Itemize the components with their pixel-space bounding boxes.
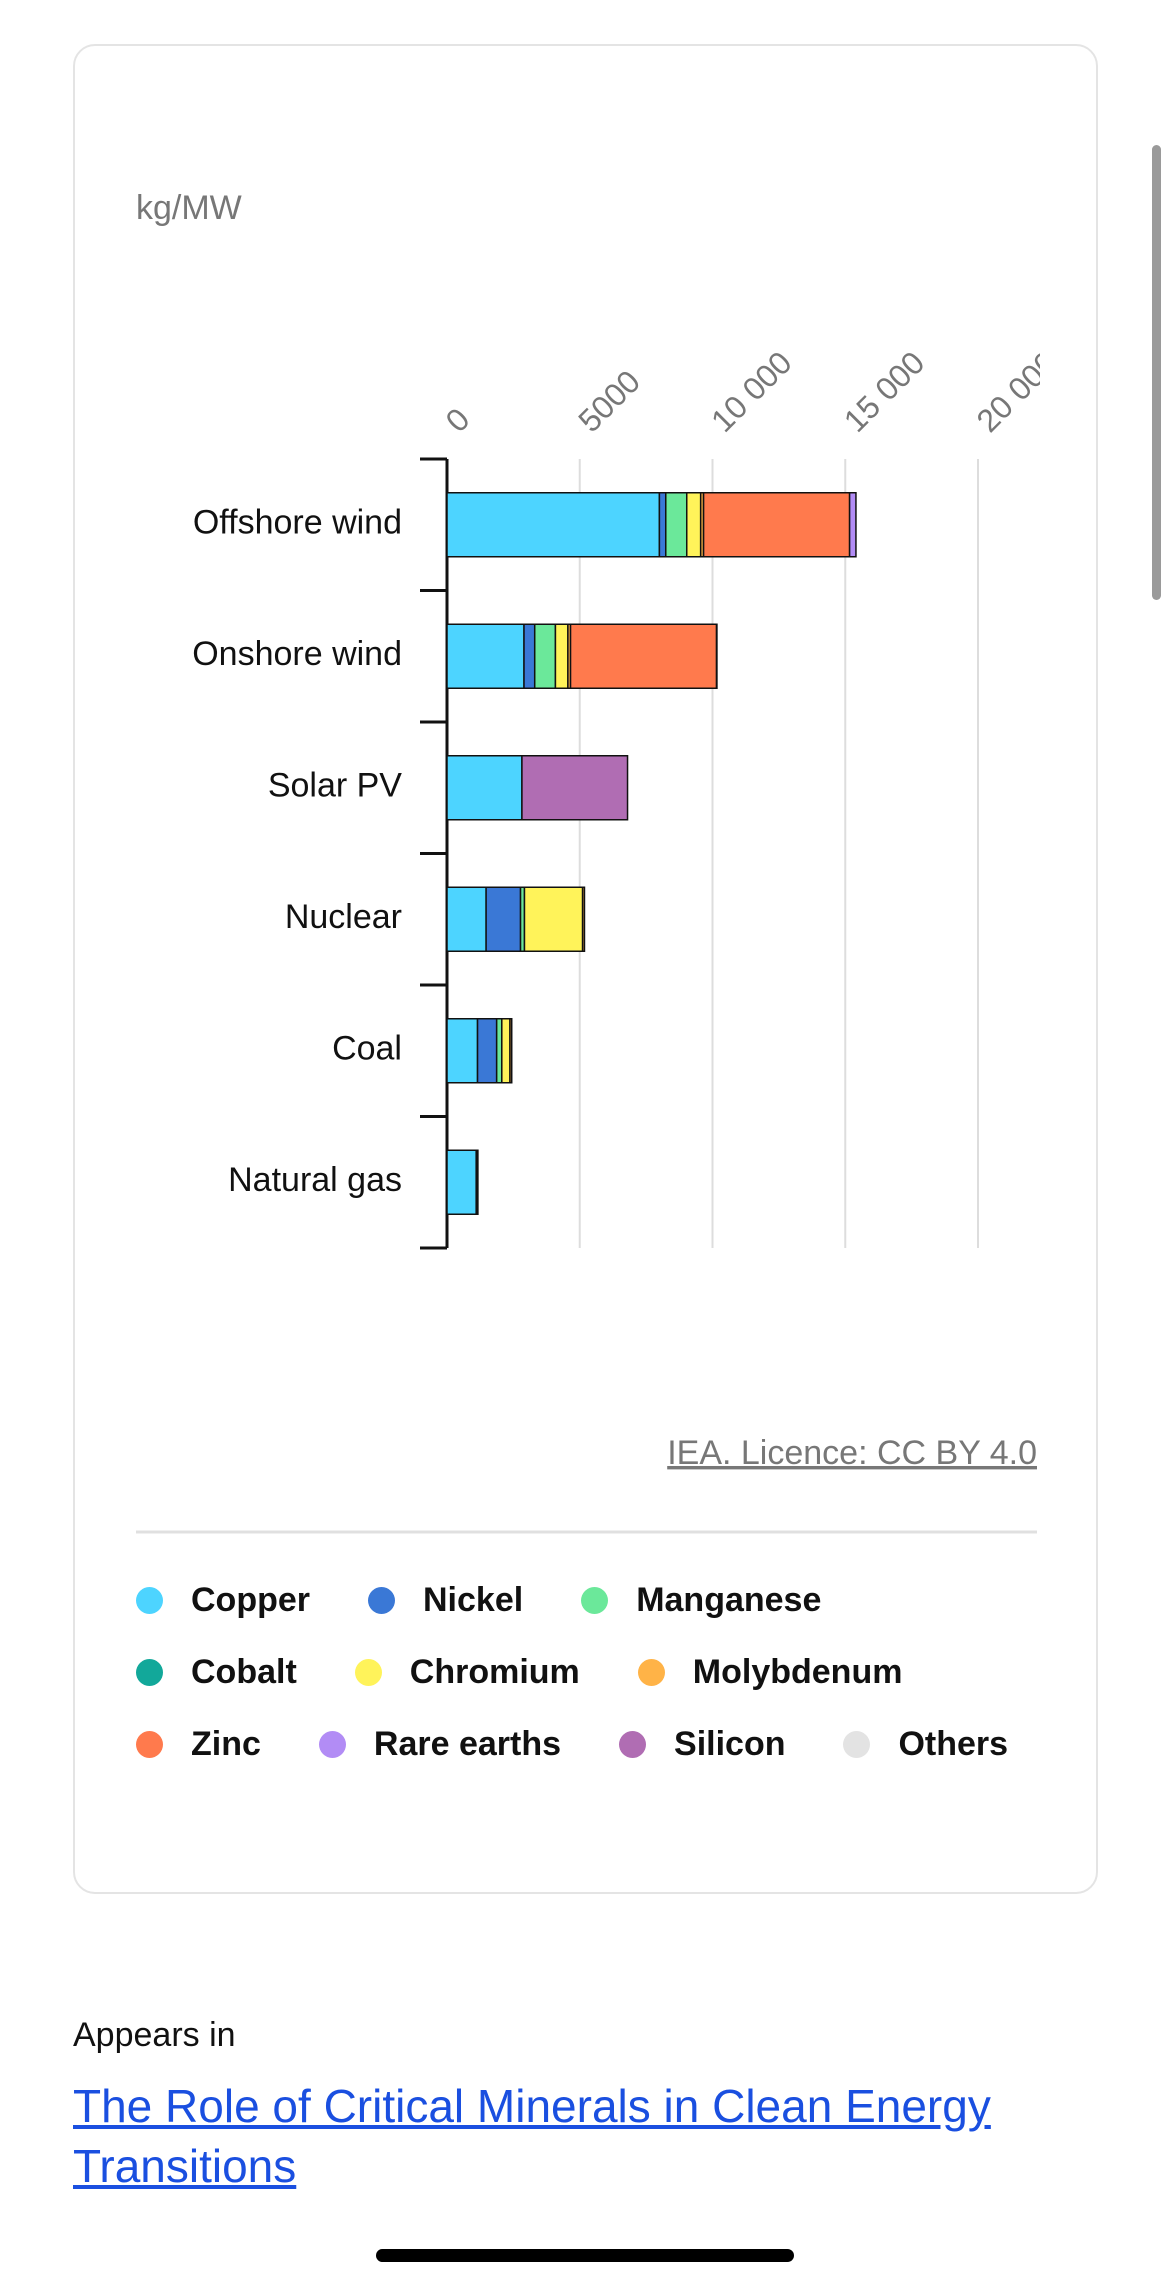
legend-item[interactable]: Cobalt [136,1647,297,1697]
x-tick-label: 10 000 [704,344,799,439]
bar-segment [581,886,586,952]
appears-in-label: Appears in [73,2016,236,2054]
bar-segment [685,492,702,558]
legend-label: Rare earths [373,1724,562,1763]
legend-item[interactable]: Copper [136,1575,310,1625]
bar-segment [501,1018,511,1084]
legend-swatch [136,1658,163,1686]
chart-card [73,44,1098,1894]
legend-label: Silicon [674,1724,786,1763]
legend-label: Others [898,1724,1009,1763]
bar-segment [446,886,487,952]
legend: Copper Nickel Manganese Cobalt Chromium Molyb… [136,1575,1036,1769]
legend-item[interactable]: Chromium [354,1647,580,1697]
legend-swatch [318,1730,346,1758]
legend-swatch [136,1586,163,1614]
legend-swatch [843,1730,871,1758]
legend-label: Copper [191,1580,310,1619]
legend-item[interactable]: Molybdenum [637,1647,903,1697]
bar-segment [446,623,525,689]
bar-segment [495,1018,503,1084]
source[interactable]: IEA. Licence: CC BY 4.0 [667,1434,1037,1472]
report-link[interactable]: The Role of Critical Minerals in Clean E… [73,2080,991,2192]
legend-item[interactable]: Zinc [136,1719,261,1769]
y-tick-label: Onshore wind [192,635,402,673]
x-tick-label: 5000 [571,363,647,439]
x-tick-label: 20 000 [969,344,1064,439]
y-tick-label: Nuclear [285,898,402,936]
bar-segment [446,492,661,558]
y-tick-label: Coal [332,1030,402,1068]
x-tick-label: 15 000 [837,344,932,439]
home-indicator [376,2249,794,2262]
bar-segment [702,492,851,558]
bar-segment [446,755,523,821]
y-tick-label: Solar PV [268,767,402,805]
bar-segment [476,1018,498,1084]
bar-segment [523,886,584,952]
bar-segment [523,623,536,689]
scrollbar [1152,145,1161,600]
legend-swatch [637,1658,665,1686]
bar-segment [533,623,557,689]
legend-item[interactable]: Others [843,1719,1008,1769]
legend-label: Nickel [423,1580,524,1619]
bar-segment [485,886,522,952]
bar-segment [848,492,857,558]
x-tick-label: 0 [438,401,476,439]
chart: kg/MW IEA. Licence: CC BY 4.0 0 5000 10 00… [136,189,1064,1534]
legend-label: Chromium [409,1652,580,1691]
unit-label: kg/MW [136,189,242,227]
legend-label: Molybdenum [692,1652,903,1691]
y-tick-label: Natural gas [228,1161,402,1199]
legend-label: Cobalt [191,1652,297,1691]
legend-item[interactable]: Rare earths [318,1719,562,1769]
legend-label: Zinc [191,1724,261,1763]
bar-segment [446,1018,479,1084]
bar-segment [446,1149,477,1215]
bar-segment [509,1018,513,1084]
bar-segment [658,492,667,558]
bar-segment [665,492,688,558]
bar-segment [521,755,629,821]
legend-swatch [136,1730,163,1758]
bar-segment [554,623,569,689]
legend-item[interactable]: Manganese [581,1575,821,1625]
legend-swatch [354,1658,382,1686]
bar-segment [569,623,718,689]
legend-swatch [368,1586,395,1614]
legend-item[interactable]: Silicon [619,1719,785,1769]
legend-swatch [581,1586,609,1614]
legend-item[interactable]: Nickel [368,1575,523,1625]
legend-label: Manganese [636,1580,822,1619]
legend-swatch [619,1730,647,1758]
bar-segment [475,1149,479,1215]
y-tick-label: Offshore wind [193,504,402,542]
